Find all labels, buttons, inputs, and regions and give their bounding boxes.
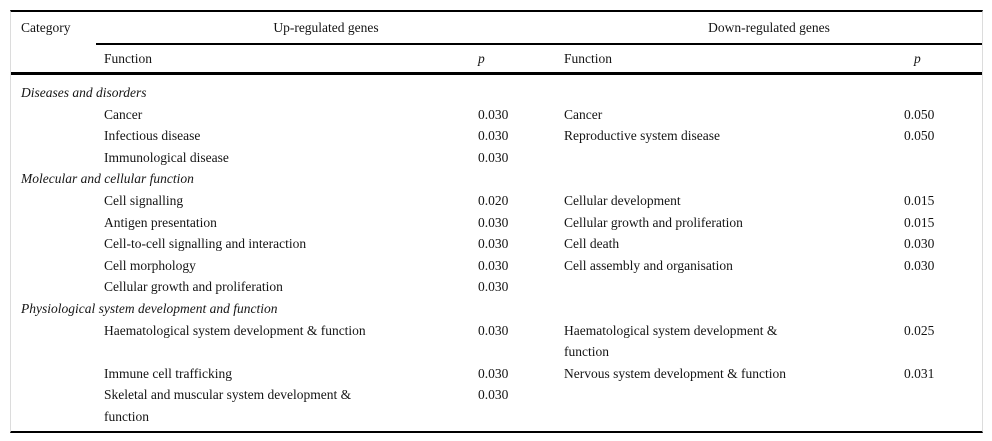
up-p-cell: 0.030 (478, 365, 509, 381)
table-row: Antigen presentation 0.030 Cellular grow… (11, 212, 982, 234)
up-p-cell: 0.030 (478, 387, 509, 403)
down-function-cell: Nervous system development & function (564, 365, 786, 381)
down-p-cell: 0.050 (904, 106, 935, 122)
category-row: Physiological system development and fun… (11, 298, 982, 320)
down-function-cell: Cancer (564, 106, 603, 122)
up-function-cell: Haematological system development & func… (104, 322, 366, 338)
category-label: Diseases and disorders (21, 85, 147, 100)
down-regulated-group-header: Down-regulated genes (708, 19, 830, 35)
up-p-cell: 0.030 (478, 279, 509, 295)
down-p-cell: 0.030 (904, 257, 935, 273)
down-function-column-header: Function (564, 50, 613, 66)
up-function-cell: Cellular growth and proliferation (104, 279, 283, 295)
down-p-cell: 0.050 (904, 128, 935, 144)
table-row: Cellular growth and proliferation 0.030 (11, 276, 982, 298)
up-function-cell: Immune cell trafficking (104, 365, 232, 381)
up-function-cell: Skeletal and muscular system development… (104, 387, 352, 424)
down-function-cell: Cellular development (564, 192, 681, 208)
table-row: Infectious disease 0.030 Reproductive sy… (11, 125, 982, 147)
table-body: Diseases and disorders Cancer 0.030 Canc… (11, 75, 982, 431)
category-column-header: Category (21, 19, 71, 35)
up-function-cell: Cell-to-cell signalling and interaction (104, 236, 307, 252)
table-row: Skeletal and muscular system development… (11, 384, 982, 427)
table-row: Immunological disease 0.030 (11, 147, 982, 169)
down-function-cell: Cellular growth and proliferation (564, 214, 743, 230)
spanner-rule (96, 43, 982, 45)
table-row: Haematological system development & func… (11, 320, 982, 363)
up-p-cell: 0.030 (478, 322, 509, 338)
table-row: Cell-to-cell signalling and interaction … (11, 233, 982, 255)
down-p-column-header: p (914, 50, 921, 66)
category-row: Diseases and disorders (11, 82, 982, 104)
up-p-column-header: p (478, 50, 485, 66)
table-row: Cell signalling 0.020 Cellular developme… (11, 190, 982, 212)
table-row: Immune cell trafficking 0.030 Nervous sy… (11, 363, 982, 385)
up-p-cell: 0.030 (478, 236, 509, 252)
down-function-cell: Cell death (564, 236, 620, 252)
down-p-cell: 0.015 (904, 192, 935, 208)
down-function-cell: Reproductive system disease (564, 128, 720, 144)
category-label: Molecular and cellular function (21, 171, 194, 187)
up-function-column-header: Function (104, 50, 153, 66)
table-row: Cell morphology 0.030 Cell assembly and … (11, 255, 982, 277)
up-function-cell: Cancer (104, 106, 143, 122)
up-p-cell: 0.020 (478, 192, 509, 208)
down-p-cell: 0.031 (904, 365, 935, 381)
group-header-row: Category Up-regulated genes Down-regulat… (11, 12, 982, 43)
table-row: Cancer 0.030 Cancer 0.050 (11, 104, 982, 126)
up-p-cell: 0.030 (478, 214, 509, 230)
up-function-cell: Cell signalling (104, 192, 184, 208)
up-regulated-group-header: Up-regulated genes (273, 19, 379, 35)
up-p-cell: 0.030 (478, 149, 509, 165)
up-p-cell: 0.030 (478, 128, 509, 144)
down-function-cell: Cell assembly and organisation (564, 257, 733, 273)
up-p-cell: 0.030 (478, 257, 509, 273)
gene-function-table: Category Up-regulated genes Down-regulat… (10, 10, 983, 433)
category-row: Molecular and cellular function (11, 168, 982, 190)
category-label: Physiological system development and fun… (21, 300, 278, 316)
column-header-row: Function p Function p (11, 45, 982, 75)
up-function-cell: Antigen presentation (104, 214, 217, 230)
down-p-cell: 0.025 (904, 322, 935, 338)
up-p-cell: 0.030 (478, 106, 509, 122)
down-function-cell: Haematological system development & func… (564, 322, 778, 360)
up-function-cell: Immunological disease (104, 149, 229, 165)
up-function-cell: Cell morphology (104, 257, 196, 273)
up-function-cell: Infectious disease (104, 128, 201, 144)
down-p-cell: 0.030 (904, 236, 935, 252)
down-p-cell: 0.015 (904, 214, 935, 230)
